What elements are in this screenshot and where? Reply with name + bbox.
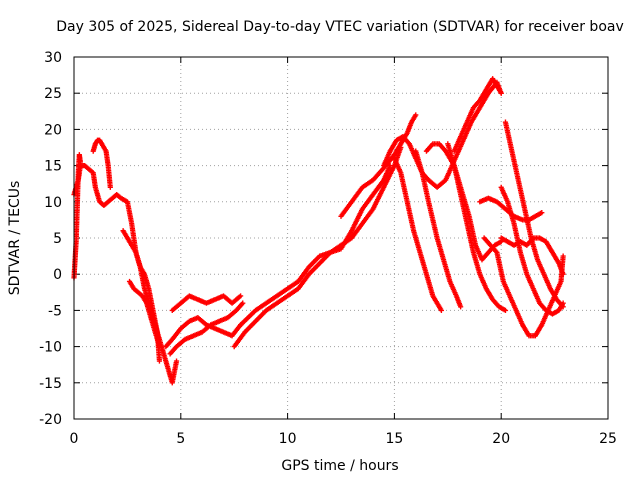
series-trace-17 [451, 76, 504, 154]
data-points [71, 76, 566, 386]
data-point [539, 210, 545, 216]
series-trace-8 [169, 293, 244, 313]
series-trace-7 [167, 300, 246, 357]
chart-title: Day 305 of 2025, Sidereal Day-to-day VTE… [56, 19, 624, 35]
data-point [77, 159, 84, 165]
data-point [458, 304, 464, 310]
data-point [560, 300, 566, 306]
y-tick-label: -10 [39, 340, 62, 356]
x-tick-label: 5 [176, 431, 185, 447]
series-trace-1 [71, 163, 180, 386]
data-point [156, 344, 163, 350]
series-trace-21 [481, 235, 566, 339]
series-trace-10 [238, 163, 393, 328]
data-point [438, 307, 444, 313]
data-point [498, 90, 504, 96]
x-axis-ticks: 0 5 10 15 20 25 [70, 57, 617, 447]
x-tick-label: 0 [70, 431, 79, 447]
y-tick-label: 10 [44, 195, 62, 211]
y-tick-label: -5 [48, 303, 62, 319]
series-trace-13 [391, 155, 444, 313]
series-trace-5 [126, 278, 163, 350]
y-axis-ticks: -20 -15 -10 -5 0 5 10 15 20 25 30 [39, 50, 608, 428]
y-tick-label: 20 [44, 122, 62, 138]
y-axis-label: SDTVAR / TECUs [7, 181, 23, 296]
series-trace-6 [163, 315, 244, 350]
x-tick-label: 10 [279, 431, 297, 447]
series-trace-20 [498, 235, 566, 277]
data-point [413, 112, 419, 118]
y-tick-label: 30 [44, 50, 62, 66]
series-trace-2 [90, 137, 113, 190]
data-point [156, 358, 163, 364]
data-point [240, 300, 246, 306]
y-tick-label: 25 [44, 86, 62, 102]
data-point [173, 358, 180, 364]
y-tick-label: 0 [53, 267, 62, 283]
y-tick-label: 5 [53, 231, 62, 247]
data-point [560, 253, 566, 259]
y-tick-label: -20 [39, 412, 62, 428]
x-tick-label: 15 [385, 431, 403, 447]
series-trace-22 [498, 184, 566, 317]
series-trace-14 [413, 148, 464, 310]
series-trace-16 [445, 141, 509, 313]
grid-lines [74, 57, 608, 419]
data-point [107, 184, 113, 190]
x-tick-label: 25 [599, 431, 617, 447]
data-point [502, 307, 509, 313]
y-tick-label: -15 [39, 376, 62, 392]
data-point [238, 293, 244, 299]
x-axis-label: GPS time / hours [281, 458, 398, 474]
x-tick-label: 20 [492, 431, 510, 447]
plot-frame [73, 56, 609, 420]
y-tick-label: 15 [44, 159, 62, 175]
